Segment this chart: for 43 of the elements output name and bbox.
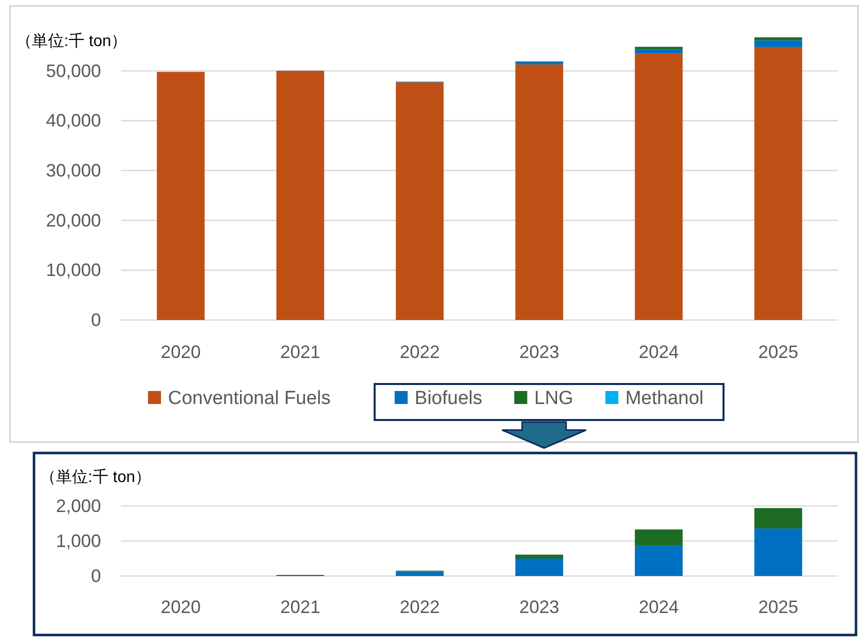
y-tick-label: 30,000 bbox=[46, 160, 101, 181]
y-axis-title: （単位:千 ton） bbox=[16, 32, 128, 50]
y-tick-label: 1,000 bbox=[56, 531, 101, 551]
bar bbox=[396, 82, 444, 320]
x-tick-label: 2022 bbox=[400, 597, 440, 617]
y-tick-label: 40,000 bbox=[46, 110, 101, 131]
bar bbox=[754, 528, 802, 576]
bar bbox=[515, 558, 564, 576]
bar bbox=[156, 72, 205, 320]
x-tick-label: 2021 bbox=[280, 342, 320, 362]
bar bbox=[515, 64, 564, 320]
legend-label: Conventional Fuels bbox=[168, 388, 331, 409]
bar bbox=[634, 49, 683, 54]
x-tick-label: 2023 bbox=[519, 342, 560, 362]
x-tick-label: 2025 bbox=[758, 597, 798, 617]
bar bbox=[754, 40, 802, 47]
x-tick-label: 2022 bbox=[400, 342, 440, 362]
legend-label: Biofuels bbox=[414, 388, 482, 409]
x-tick-label: 2024 bbox=[638, 342, 679, 362]
x-tick-label: 2024 bbox=[638, 597, 679, 617]
y-tick-label: 0 bbox=[90, 566, 101, 586]
x-tick-label: 2023 bbox=[519, 597, 560, 617]
y-tick-label: 0 bbox=[90, 310, 101, 330]
bar bbox=[754, 46, 802, 320]
bar bbox=[754, 508, 802, 528]
x-tick-label: 2020 bbox=[160, 342, 201, 362]
y-tick-label: 10,000 bbox=[46, 260, 101, 280]
bar bbox=[634, 546, 683, 576]
y-tick-label: 2,000 bbox=[56, 496, 101, 516]
bar bbox=[276, 70, 324, 320]
y-tick-label: 20,000 bbox=[46, 210, 101, 230]
bar bbox=[515, 62, 564, 64]
bar bbox=[515, 554, 564, 558]
y-axis-title: （単位:千 ton） bbox=[40, 468, 152, 486]
y-tick-label: 50,000 bbox=[46, 60, 101, 81]
legend-label: LNG bbox=[534, 388, 574, 409]
bar bbox=[634, 529, 683, 546]
x-tick-label: 2020 bbox=[160, 597, 201, 617]
legend-label: Methanol bbox=[625, 388, 704, 409]
bar bbox=[634, 53, 683, 320]
x-tick-label: 2025 bbox=[758, 342, 798, 362]
bar bbox=[396, 572, 444, 576]
x-tick-label: 2021 bbox=[280, 597, 320, 617]
